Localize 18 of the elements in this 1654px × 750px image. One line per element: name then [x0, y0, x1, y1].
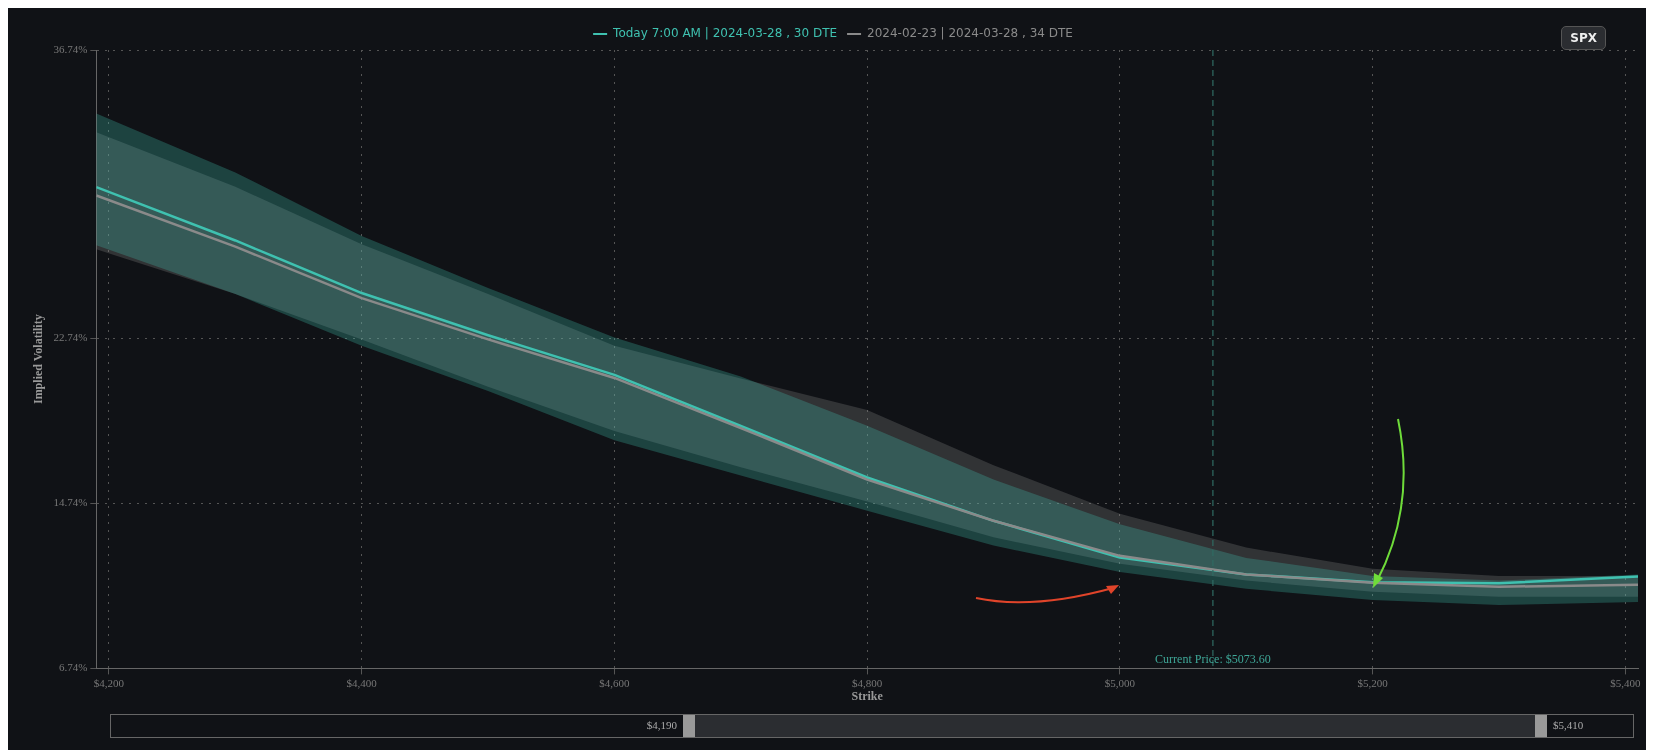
- x-axis-title: Strike: [851, 688, 884, 703]
- ref-line-label: Current Price: $5073.60: [1155, 651, 1271, 666]
- x-tick-label: $4,800: [852, 676, 883, 689]
- x-tick-label: $5,400: [1610, 676, 1641, 689]
- x-tick-label: $5,200: [1357, 676, 1389, 689]
- text: SPX: [1561, 26, 1606, 50]
- y-tick-label: 36.74%: [53, 42, 88, 55]
- x-tick-label: $4,600: [599, 676, 631, 689]
- x-tick-label: $5,000: [1104, 676, 1136, 689]
- y-tick-label: 22.74%: [53, 331, 88, 344]
- x-tick-label: $4,400: [346, 676, 378, 689]
- y-tick-label: 6.74%: [58, 661, 88, 674]
- x-tick-label: $4,200: [93, 676, 125, 689]
- legend-label: Today 7:00 AM | 2024-03-28 , 30 DTE: [612, 26, 838, 41]
- y-tick-label: 14.74%: [53, 496, 88, 509]
- y-axis-title: Implied Volatility: [31, 314, 46, 405]
- range-slider: $4,190 $5,410: [110, 714, 1634, 738]
- legend-label: 2024-02-23 | 2024-03-28 , 34 DTE: [867, 26, 1073, 41]
